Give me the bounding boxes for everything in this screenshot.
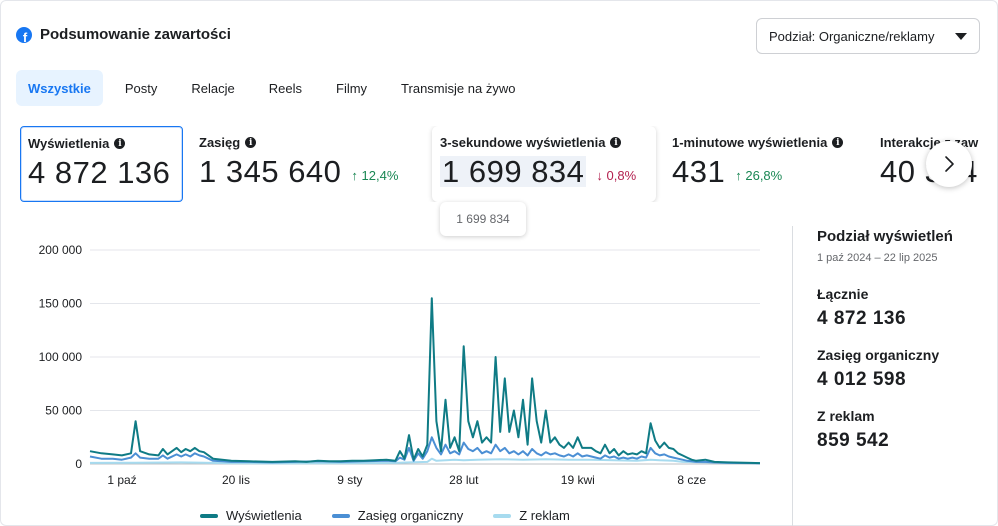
y-tick-label: 0 [75, 457, 82, 471]
metric-label: 3-sekundowe wyświetlenia [440, 135, 606, 150]
legend-item-ads[interactable]: Z reklam [493, 508, 570, 523]
arrow-up-icon: ↑ [351, 168, 358, 183]
views-breakdown-panel: Podział wyświetleń 1 paź 2024 – 22 lip 2… [817, 228, 953, 452]
metric-label: Zasięg [199, 135, 241, 150]
x-tick-label: 20 lis [222, 473, 250, 487]
ads-value: 859 542 [817, 430, 890, 451]
breakdown-title: Podział wyświetleń [817, 228, 953, 245]
metric-views[interactable]: Wyświetlenia i 4 872 136 [20, 126, 183, 202]
metric-1min-views[interactable]: 1-minutowe wyświetlenia i 431 ↑ 26,8% [672, 126, 844, 202]
content-type-tabs: Wszystkie Posty Relacje Reels Filmy Tran… [16, 70, 537, 106]
views-line-chart: 200 000 150 000 100 000 50 000 0 1 paź 20 lis 9… [0, 230, 780, 526]
change-indicator: ↓ 0,8% [596, 168, 636, 187]
facebook-icon: f [16, 26, 32, 43]
total-label: Łącznie [817, 286, 869, 302]
tab-reels[interactable]: Reels [268, 80, 302, 96]
tab-all[interactable]: Wszystkie [16, 70, 103, 106]
date-range: 1 paź 2024 – 22 lip 2025 [817, 252, 938, 264]
card-header: f Podsumowanie zawartości [16, 26, 231, 43]
change-value: 12,4% [361, 168, 399, 183]
total-value: 4 872 136 [817, 308, 907, 329]
chevron-right-icon [945, 156, 954, 172]
y-tick-label: 200 000 [39, 243, 83, 257]
arrow-up-icon: ↑ [735, 168, 742, 183]
metric-value: 4 872 136 [28, 155, 171, 190]
change-value: 0,8% [606, 168, 637, 183]
breakdown-dropdown[interactable]: Podział: Organiczne/reklamy [756, 18, 980, 54]
tab-stories[interactable]: Relacje [191, 80, 235, 96]
legend-swatch [200, 513, 218, 518]
arrow-down-icon: ↓ [596, 168, 603, 183]
y-tick-label: 100 000 [39, 350, 83, 364]
y-tick-label: 50 000 [45, 404, 82, 418]
page-title: Podsumowanie zawartości [40, 26, 231, 43]
legend-item-organic[interactable]: Zasięg organiczny [331, 508, 464, 523]
next-metrics-button[interactable] [926, 141, 972, 187]
metric-value: 1 345 640 [199, 154, 342, 189]
info-icon[interactable]: i [114, 138, 126, 149]
info-icon[interactable]: i [610, 137, 622, 148]
y-tick-label: 150 000 [39, 297, 83, 311]
info-icon[interactable]: i [245, 137, 257, 148]
breakdown-dropdown-label: Podział: Organiczne/reklamy [769, 28, 935, 44]
series-line-ads [89, 457, 761, 465]
change-value: 26,8% [745, 168, 783, 183]
metric-label: Wyświetlenia [28, 136, 110, 151]
tab-posts[interactable]: Posty [124, 80, 158, 96]
chart-svg: 200 000 150 000 100 000 50 000 0 1 paź 20 lis 9… [39, 243, 761, 487]
metric-label: 1-minutowe wyświetlenia [672, 135, 828, 150]
caret-down-icon [955, 32, 967, 40]
legend-swatch [331, 513, 350, 518]
metric-reach[interactable]: Zasięg i 1 345 640 ↑ 12,4% [199, 126, 398, 202]
metrics-row: Wyświetlenia i 4 872 136 Zasięg i 1 345 … [20, 126, 998, 202]
metric-value: 431 [672, 154, 726, 189]
series-line-organic [89, 436, 761, 465]
tab-videos[interactable]: Filmy [336, 80, 368, 96]
x-tick-label: 8 cze [677, 473, 706, 487]
legend-label: Zasięg organiczny [357, 508, 464, 523]
organic-value: 4 012 598 [817, 369, 907, 390]
x-tick-label: 19 kwi [561, 473, 595, 487]
legend-item-views[interactable]: Wyświetlenia [200, 508, 302, 523]
legend-swatch [493, 513, 512, 518]
change-indicator: ↑ 12,4% [351, 168, 398, 187]
panel-divider [792, 226, 793, 526]
ads-label: Z reklam [817, 408, 875, 424]
value-tooltip: 1 699 834 [440, 202, 526, 236]
info-icon[interactable]: i [832, 137, 844, 148]
series-line-views [89, 297, 761, 465]
legend-label: Wyświetlenia [226, 508, 302, 523]
x-tick-label: 1 paź [107, 473, 136, 487]
change-indicator: ↑ 26,8% [735, 168, 782, 187]
legend-label: Z reklam [519, 508, 570, 523]
x-tick-label: 9 sty [337, 473, 362, 487]
organic-label: Zasięg organiczny [817, 347, 940, 363]
metric-value: 1 699 834 [440, 154, 587, 189]
x-tick-label: 28 lut [449, 473, 479, 487]
chart-legend: Wyświetlenia Zasięg organiczny Z reklam [200, 508, 570, 523]
tab-live[interactable]: Transmisje na żywo [401, 80, 516, 96]
metric-3s-views[interactable]: 3-sekundowe wyświetlenia i 1 699 834 ↓ 0… [432, 126, 656, 202]
